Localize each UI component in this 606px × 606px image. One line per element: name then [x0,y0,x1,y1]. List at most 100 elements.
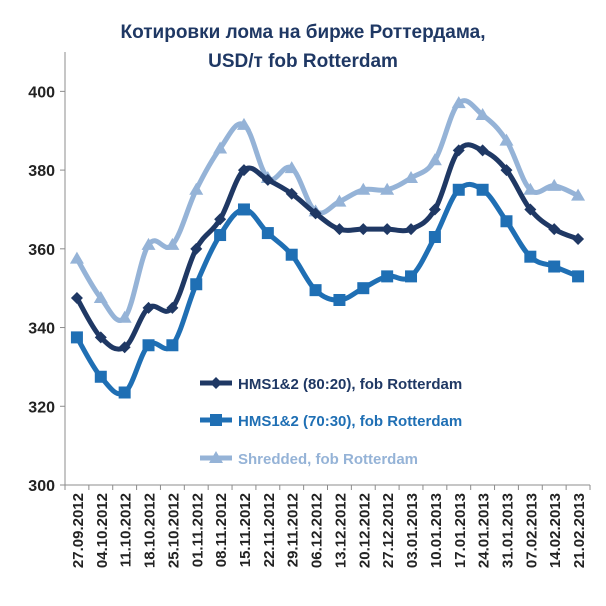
data-point-s2-9 [284,161,299,174]
y-tick-label: 300 [28,478,55,495]
data-point-s2-19 [523,182,538,195]
chart-title-line-2: USD/т fob Rotterdam [208,51,398,72]
data-point-s1-5 [190,278,203,291]
series-line-2 [74,98,581,323]
data-point-s1-8 [261,227,274,240]
data-point-s2-15 [427,153,442,166]
data-point-s0-18 [500,164,513,177]
data-point-s0-7 [237,164,250,177]
x-tick-label: 29.11.2012 [285,493,302,567]
legend-label-1: HMS1&2 (70:30), fob Rotterdam [238,413,462,430]
x-tick-label: 27.12.2012 [380,493,397,568]
x-tick-label: 17.01.2013 [452,493,469,568]
data-point-s2-1 [93,291,108,304]
data-point-s0-3 [142,301,155,314]
data-point-s1-6 [214,229,227,242]
data-point-s2-7 [236,117,251,130]
y-tick-label: 400 [28,84,55,101]
data-point-s0-10 [309,207,322,220]
data-point-s1-20 [548,260,561,273]
x-tick-label: 31.01.2013 [499,493,516,568]
y-tick-label: 380 [28,163,55,180]
series-line-0 [74,142,581,352]
data-point-s2-13 [380,182,395,195]
data-point-s1-13 [381,270,394,283]
legend-marker-0 [210,377,222,389]
data-point-s2-11 [332,194,347,207]
x-tick-label: 15.11.2012 [237,493,254,567]
x-tick-label: 06.12.2012 [309,493,326,568]
data-point-s0-5 [190,242,203,255]
data-point-s2-5 [189,182,204,195]
legend-label-2: Shredded, fob Rotterdam [238,451,418,468]
data-point-s1-3 [142,339,155,352]
data-point-s2-20 [547,178,562,191]
data-point-s0-6 [214,213,227,226]
legend-marker-2 [209,451,223,463]
data-point-s0-21 [572,232,585,245]
data-point-s1-21 [572,270,585,283]
data-point-s0-1 [94,331,107,344]
data-point-s1-2 [118,386,131,399]
x-tick-label: 08.11.2012 [213,493,230,567]
y-tick-label: 360 [28,242,55,259]
data-point-s0-8 [261,173,274,186]
data-point-s1-14 [405,270,418,283]
data-point-s1-19 [524,250,537,263]
y-tick-label: 320 [28,399,55,416]
legend-marker-1 [210,414,222,426]
x-tick-label: 03.01.2013 [404,493,421,568]
data-point-s1-11 [333,293,346,306]
data-point-s2-17 [475,107,490,120]
data-point-s1-18 [500,215,513,228]
data-point-s0-9 [285,187,298,200]
legend-label-0: HMS1&2 (80:20), fob Rotterdam [238,376,462,393]
data-point-s0-2 [118,341,131,354]
data-point-s2-2 [117,310,132,323]
data-point-s1-10 [309,284,322,297]
data-point-s2-21 [571,188,586,201]
x-tick-label: 07.02.2013 [523,493,540,568]
x-tick-label: 18.10.2012 [142,493,159,568]
data-point-s0-16 [452,144,465,157]
data-point-s1-0 [70,331,83,344]
x-tick-label: 11.10.2012 [118,493,135,567]
data-point-s1-7 [237,203,250,216]
data-point-s0-20 [548,223,561,236]
data-point-s0-17 [476,144,489,157]
data-point-s1-9 [285,248,298,261]
data-point-s1-15 [428,231,441,244]
chart-title-line-1: Котировки лома на бирже Роттердама, [120,22,486,43]
x-tick-label: 25.10.2012 [165,493,182,568]
x-tick-label: 04.10.2012 [94,493,111,568]
data-point-s2-3 [141,237,156,250]
x-tick-label: 20.12.2012 [356,493,373,568]
data-point-s0-19 [524,203,537,216]
data-point-s1-16 [452,183,465,196]
data-point-s0-12 [357,223,370,236]
x-tick-label: 13.12.2012 [332,493,349,568]
data-point-s0-0 [70,292,83,305]
data-point-s1-1 [94,370,107,383]
data-point-s2-18 [499,133,514,146]
x-tick-label: 01.11.2012 [189,493,206,567]
data-point-s1-4 [166,339,179,352]
data-point-s0-14 [405,223,418,236]
x-tick-label: 21.02.2013 [571,493,588,568]
x-tick-label: 10.01.2013 [428,493,445,568]
data-point-s0-4 [166,301,179,314]
data-point-s2-0 [69,251,84,264]
data-point-s2-6 [213,141,228,154]
x-tick-label: 22.11.2012 [261,493,278,567]
y-tick-label: 340 [28,321,55,338]
data-point-s2-14 [404,170,419,183]
data-point-s0-11 [333,223,346,236]
x-tick-label: 24.01.2013 [476,493,493,568]
data-point-s1-17 [476,183,489,196]
data-point-s0-15 [428,203,441,216]
x-tick-label: 27.09.2012 [70,493,87,568]
series-line-1 [74,181,581,397]
data-point-s2-12 [356,182,371,195]
